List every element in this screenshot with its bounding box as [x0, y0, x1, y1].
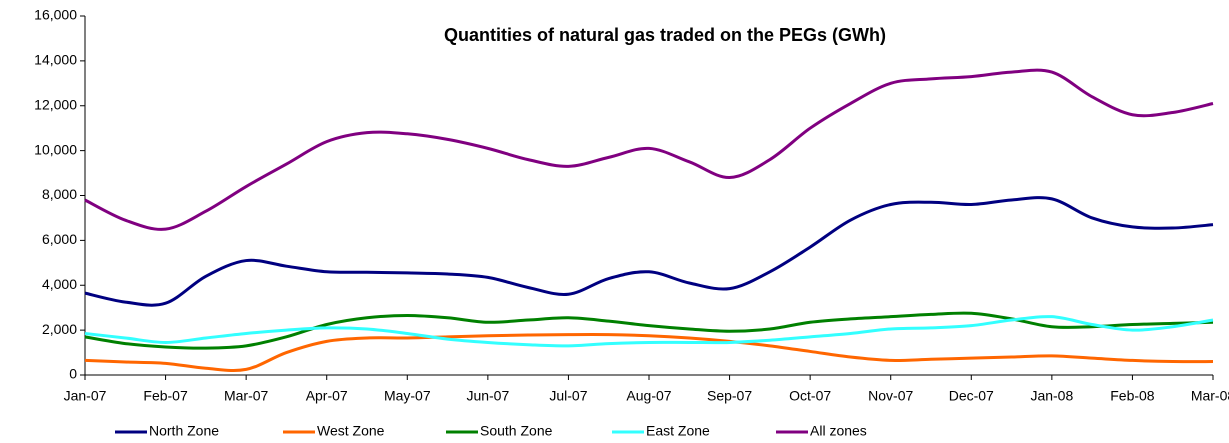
series-line [84, 333, 1214, 372]
x-tick-label: Jul-07 [549, 388, 587, 404]
x-tick-label: Nov-07 [868, 388, 913, 404]
y-tick-label: 14,000 [34, 52, 77, 68]
y-tick-label: 0 [69, 366, 77, 382]
x-tick-label: Sep-07 [707, 388, 752, 404]
x-tick-label: Feb-08 [1110, 388, 1155, 404]
series-line [84, 68, 1214, 231]
y-tick-label: 2,000 [42, 321, 77, 337]
y-tick-label: 12,000 [34, 96, 77, 112]
x-tick-label: May-07 [384, 388, 431, 404]
chart-title: Quantities of natural gas traded on the … [444, 25, 886, 45]
legend-label: East Zone [646, 423, 710, 439]
y-tick-label: 10,000 [34, 141, 77, 157]
y-tick-label: 6,000 [42, 231, 77, 247]
legend-label: All zones [810, 423, 867, 439]
y-tick-label: 8,000 [42, 186, 77, 202]
series-line [84, 311, 1214, 350]
x-tick-label: Apr-07 [306, 388, 348, 404]
legend-label: West Zone [317, 423, 385, 439]
legend-label: South Zone [480, 423, 553, 439]
x-tick-label: Jun-07 [466, 388, 509, 404]
x-tick-label: Dec-07 [949, 388, 994, 404]
y-tick-label: 16,000 [34, 7, 77, 23]
x-tick-label: Oct-07 [789, 388, 831, 404]
x-tick-label: Mar-08 [1191, 388, 1229, 404]
x-tick-label: Mar-07 [224, 388, 269, 404]
x-tick-label: Jan-08 [1030, 388, 1073, 404]
x-tick-label: Aug-07 [626, 388, 671, 404]
series-line [84, 315, 1214, 348]
legend-label: North Zone [149, 423, 219, 439]
x-tick-label: Jan-07 [64, 388, 107, 404]
series-line [84, 196, 1214, 307]
y-tick-label: 4,000 [42, 276, 77, 292]
x-tick-label: Feb-07 [143, 388, 188, 404]
